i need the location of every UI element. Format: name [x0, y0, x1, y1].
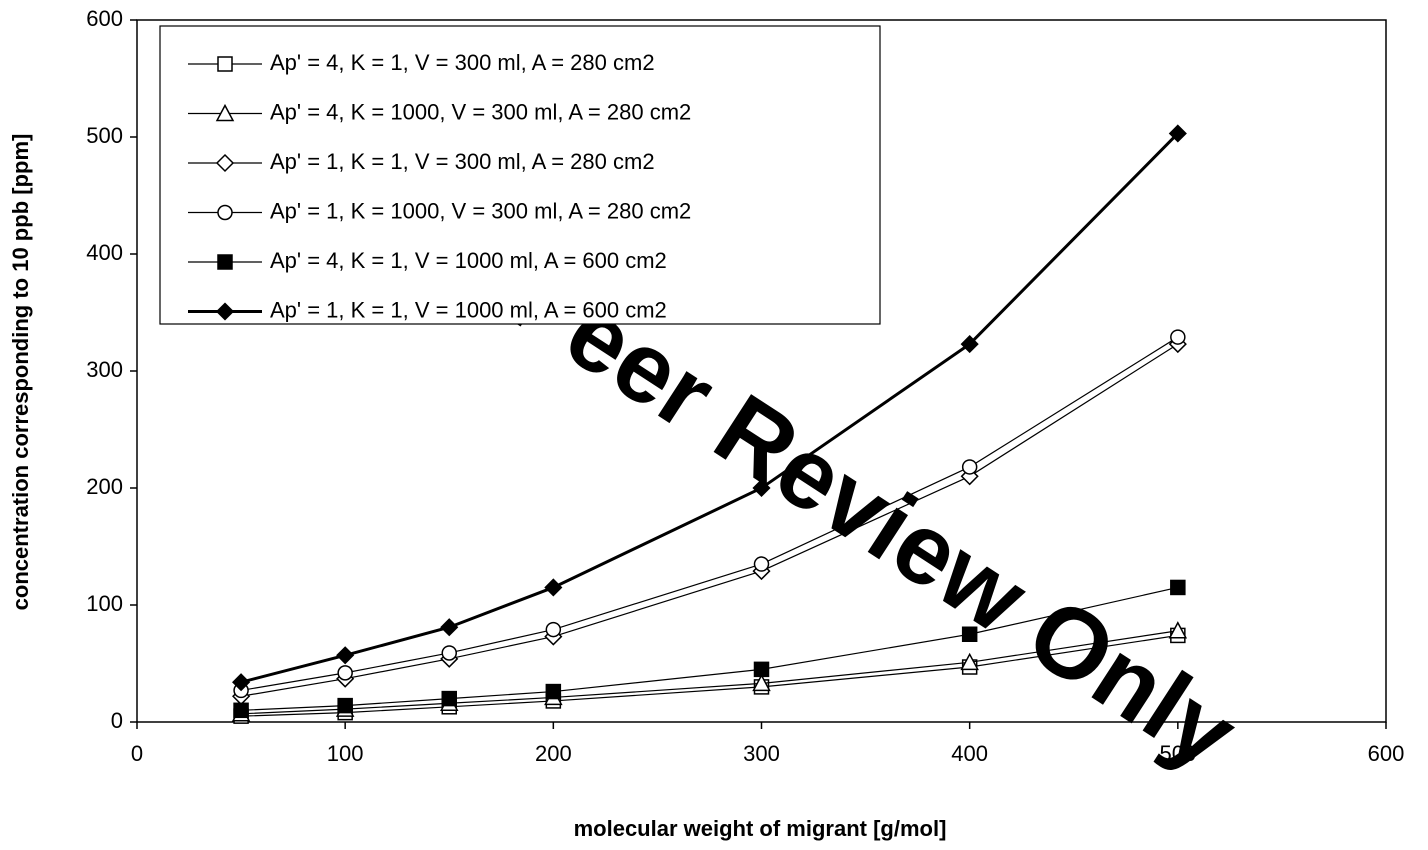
- legend-label: Ap' = 1, K = 1, V = 1000 ml, A = 600 cm2: [270, 297, 667, 322]
- x-tick-label: 300: [743, 741, 780, 766]
- x-tick-label: 400: [951, 741, 988, 766]
- marker: [960, 335, 979, 354]
- marker: [1168, 621, 1188, 639]
- marker: [753, 661, 770, 678]
- marker: [441, 645, 457, 661]
- y-tick-label: 400: [86, 240, 123, 265]
- marker: [215, 153, 235, 173]
- marker: [215, 103, 235, 122]
- y-tick-label: 500: [86, 123, 123, 148]
- marker: [752, 673, 771, 692]
- legend-label: Ap' = 4, K = 1, V = 300 ml, A = 280 cm2: [270, 50, 655, 75]
- x-tick-label: 0: [131, 741, 143, 766]
- marker: [545, 621, 562, 638]
- marker: [1170, 329, 1186, 345]
- marker: [440, 618, 459, 637]
- marker: [337, 665, 353, 681]
- x-axis-title: molecular weight of migrant [g/mol]: [574, 816, 947, 841]
- x-tick-label: 600: [1368, 741, 1405, 766]
- marker: [544, 578, 563, 597]
- marker: [232, 673, 251, 692]
- marker: [1168, 124, 1187, 143]
- y-tick-label: 0: [111, 708, 123, 733]
- marker: [336, 646, 355, 665]
- marker: [753, 556, 770, 572]
- marker: [961, 459, 978, 475]
- y-tick-label: 300: [86, 357, 123, 382]
- x-tick-label: 500: [1159, 741, 1196, 766]
- marker: [215, 302, 235, 321]
- marker: [441, 690, 457, 707]
- y-tick-label: 200: [86, 474, 123, 499]
- legend-label: Ap' = 1, K = 1000, V = 300 ml, A = 280 c…: [270, 198, 691, 223]
- marker: [233, 702, 249, 719]
- marker: [217, 204, 233, 221]
- y-tick-label: 100: [86, 591, 123, 616]
- marker: [217, 254, 233, 270]
- marker: [960, 652, 979, 671]
- x-tick-label: 100: [327, 741, 364, 766]
- legend-label: Ap' = 1, K = 1, V = 300 ml, A = 280 cm2: [270, 149, 655, 174]
- legend-label: Ap' = 4, K = 1, V = 1000 ml, A = 600 cm2: [270, 248, 667, 273]
- marker: [337, 697, 353, 714]
- marker: [545, 683, 562, 700]
- legend-box: [159, 25, 881, 325]
- y-axis-title: concentration corresponding to 10 ppb [p…: [8, 134, 33, 611]
- marker: [217, 56, 233, 72]
- marker: [752, 478, 771, 498]
- legend-label: Ap' = 4, K = 1000, V = 300 ml, A = 280 c…: [270, 99, 691, 124]
- marker: [1170, 579, 1186, 596]
- x-tick-label: 200: [535, 741, 572, 766]
- y-tick-label: 600: [86, 6, 123, 31]
- marker: [961, 626, 978, 642]
